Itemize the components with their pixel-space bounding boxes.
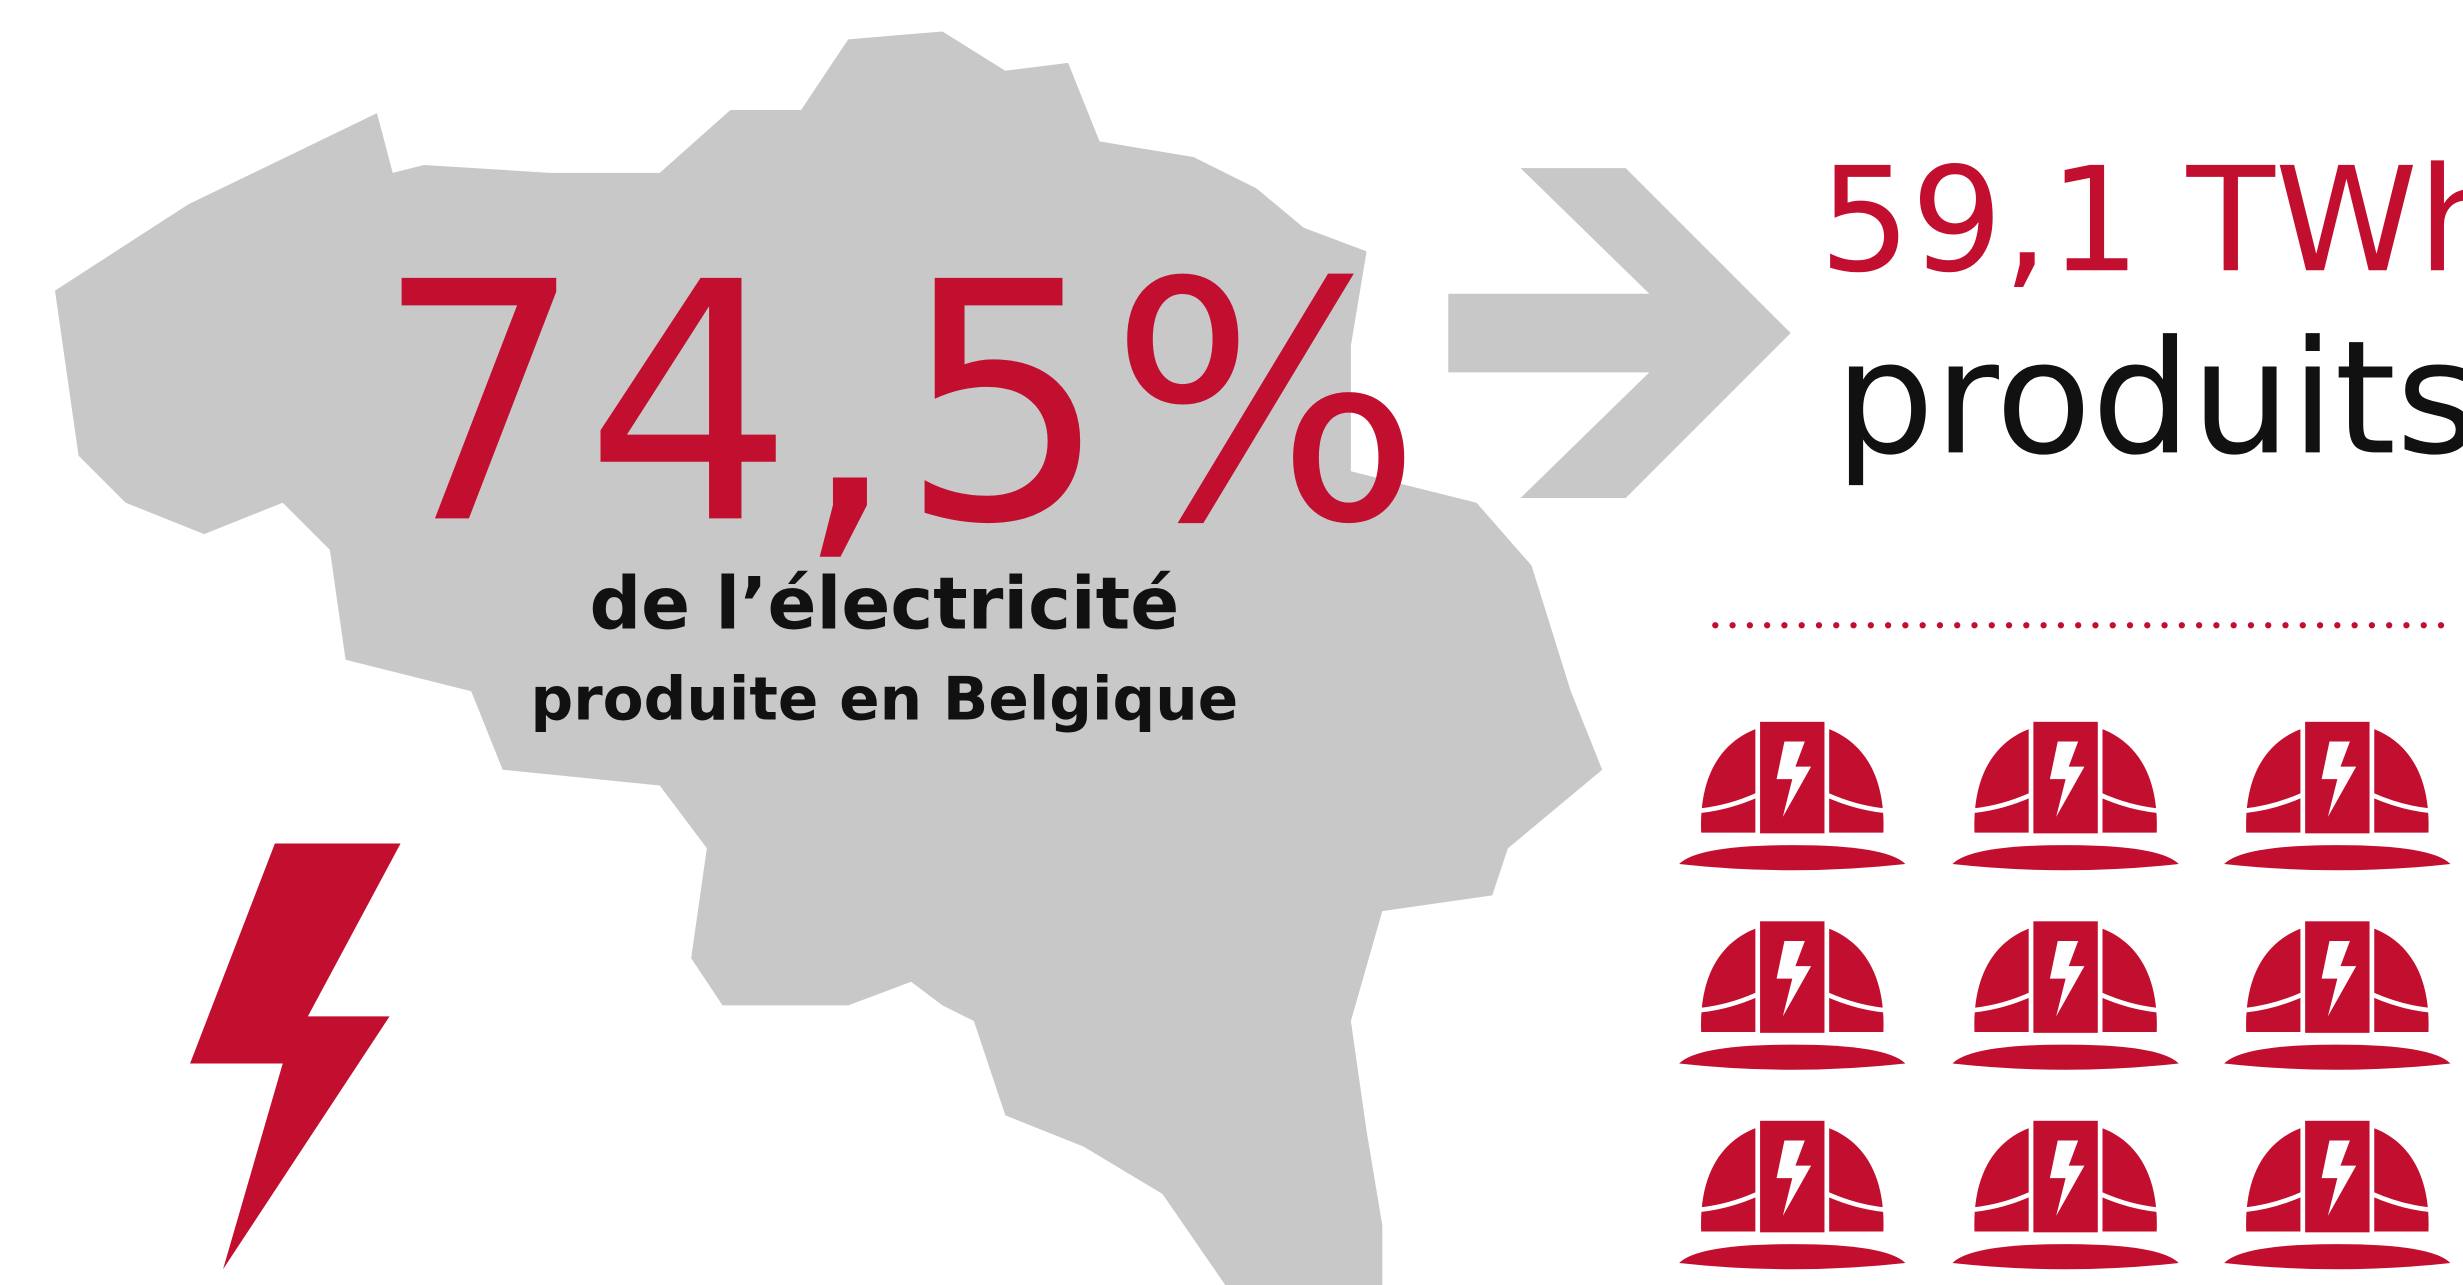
production-label: produits [1835,307,2463,490]
helmet-grid [1679,719,2450,1269]
lightning-bolt [190,843,401,1270]
main-stat-line1: de l’électricité [589,562,1179,646]
main-stat: 74,5% [375,212,1423,596]
main-stat-line2: produite en Belgique [530,665,1238,734]
belgium-map [54,31,1603,1285]
arrow [1448,168,1791,498]
production-value: 59,1 TWh [1819,137,2463,305]
